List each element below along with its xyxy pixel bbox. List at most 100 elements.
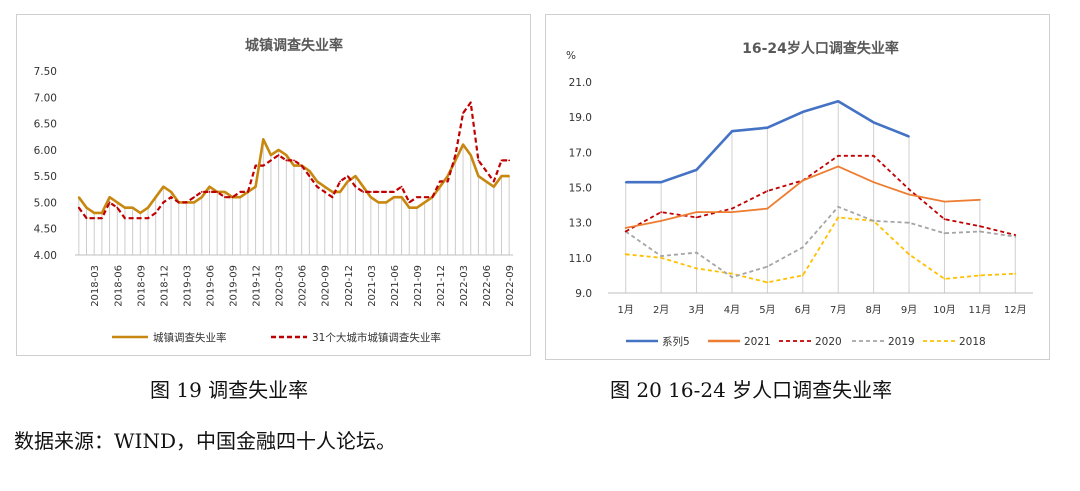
data-point (116, 201, 119, 204)
data-point (978, 230, 981, 233)
data-point (508, 175, 511, 178)
data-point (385, 191, 388, 193)
x-tick-label: 2021-03 (367, 265, 378, 307)
x-tick-label: 2019-12 (252, 265, 263, 307)
data-point (492, 185, 495, 188)
data-point (766, 281, 769, 284)
data-point (108, 196, 111, 199)
y-tick-label: 7.50 (34, 66, 57, 78)
data-point (731, 272, 733, 275)
data-point (446, 175, 449, 178)
x-tick-label: 2018-03 (90, 265, 101, 307)
data-point (400, 196, 403, 199)
data-point (695, 216, 698, 219)
data-point (978, 274, 981, 277)
x-tick-label: 2018-09 (136, 265, 147, 307)
data-point (660, 211, 663, 214)
data-point (100, 217, 103, 220)
x-tick-label: 8月 (865, 304, 881, 316)
data-point (462, 112, 464, 114)
data-point (231, 196, 234, 199)
data-point (223, 191, 226, 193)
data-point (154, 196, 157, 199)
data-point (354, 185, 357, 188)
data-point (500, 159, 503, 162)
data-point (362, 191, 365, 193)
y-tick-label: 6.50 (34, 119, 57, 131)
x-tick-label: 2020-12 (344, 265, 355, 307)
series-line-31-cities (77, 101, 510, 220)
data-point (731, 207, 733, 210)
data-point (392, 191, 395, 193)
data-point (508, 159, 511, 162)
data-point (200, 191, 203, 193)
data-point (469, 101, 472, 104)
data-point (624, 227, 627, 229)
source-note: 数据来源：WIND，中国金融四十人论坛。 (14, 429, 396, 453)
chart-youth-unemployment: 16-24岁人口调查失业率% 21.0 19.0 17.0 15.0 13.0 11.0 9.… (566, 40, 1033, 348)
data-point (801, 110, 804, 113)
data-point (872, 181, 875, 184)
x-tick-label: 2018-06 (113, 265, 124, 307)
data-point (93, 212, 96, 214)
data-point (1014, 272, 1017, 275)
x-tick-label: 2019-03 (182, 265, 193, 307)
x-tick-label: 2022-03 (459, 265, 470, 307)
data-point (124, 217, 126, 220)
series-line-2018 (625, 216, 1016, 284)
chart-panel-unemployment: 城镇调查失业率 7.50 7.00 6.50 6.00 5.50 5.00 4.50 4.00 2… (16, 14, 531, 356)
data-point (766, 207, 769, 210)
data-point (323, 191, 326, 193)
data-point (943, 200, 946, 203)
data-point (624, 230, 627, 233)
data-point (624, 181, 627, 184)
data-point (77, 206, 80, 209)
data-point (85, 217, 88, 220)
data-point (454, 154, 457, 157)
legend-label: 2021 (744, 336, 771, 348)
x-tick-label: 2019-09 (229, 265, 240, 307)
x-tick-label: 2018-12 (159, 265, 170, 307)
data-point (837, 216, 840, 219)
data-point (695, 251, 698, 254)
data-point (377, 191, 380, 193)
chart-title: 16-24岁人口调查失业率 (742, 40, 899, 57)
data-point (731, 211, 733, 214)
x-tick-label: 2021-12 (436, 265, 447, 307)
data-point (872, 220, 875, 222)
figure-caption-19: 图 19 调查失业率 (150, 378, 309, 402)
data-point (943, 218, 946, 221)
data-point (908, 135, 910, 138)
data-point (177, 201, 180, 204)
data-point (408, 201, 411, 204)
data-point (872, 154, 875, 157)
data-point (978, 198, 981, 201)
data-point (695, 169, 698, 171)
data-point (439, 185, 441, 188)
y-tick-label: 15.0 (569, 183, 592, 195)
data-point (323, 185, 326, 188)
data-point (254, 164, 257, 167)
data-point (223, 196, 226, 199)
data-point (147, 217, 149, 220)
data-point (731, 276, 733, 279)
data-point (695, 211, 698, 214)
data-point (695, 267, 698, 270)
data-point (346, 175, 349, 178)
legend-label: 2019 (888, 336, 915, 348)
x-tick-label: 2020-03 (275, 265, 286, 307)
data-point (208, 191, 211, 193)
data-point (331, 196, 334, 199)
y-tick-label: 19.0 (569, 112, 592, 124)
data-point (416, 206, 418, 209)
x-tick-label: 2022-06 (482, 265, 493, 307)
chart-title: 城镇调查失业率 (245, 37, 343, 54)
data-point (369, 191, 372, 193)
data-point (308, 175, 311, 178)
data-point (837, 100, 840, 103)
data-point (943, 232, 946, 235)
data-point (246, 191, 249, 193)
legend-label: 系列5 (662, 335, 690, 348)
y-tick-label: 17.0 (569, 147, 592, 159)
x-tick-label: 2021-06 (390, 265, 401, 307)
